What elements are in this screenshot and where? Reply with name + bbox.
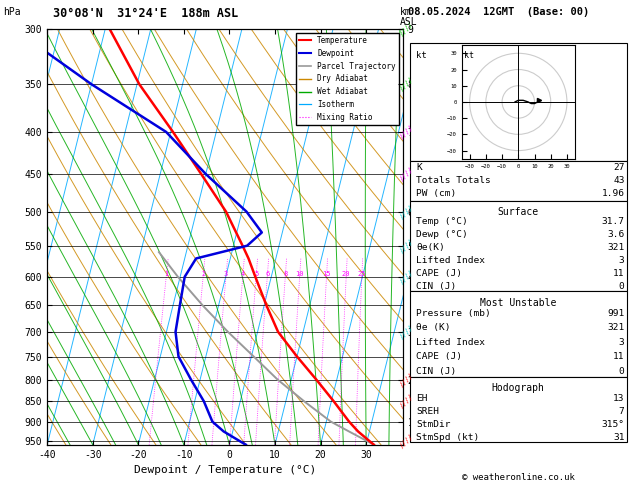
Text: Pressure (mb): Pressure (mb)	[416, 309, 491, 318]
Text: StmSpd (kt): StmSpd (kt)	[416, 433, 480, 442]
Text: kt: kt	[416, 51, 427, 60]
Text: θe(K): θe(K)	[416, 243, 445, 252]
Text: StmDir: StmDir	[416, 420, 451, 429]
Text: EH: EH	[416, 394, 428, 403]
Text: Totals Totals: Totals Totals	[416, 176, 491, 185]
Text: CIN (J): CIN (J)	[416, 367, 457, 376]
Text: ////: ////	[399, 238, 415, 254]
Text: 31: 31	[613, 433, 625, 442]
Text: kt: kt	[464, 51, 474, 60]
Text: ////: ////	[399, 393, 415, 409]
Text: 0: 0	[619, 282, 625, 291]
Text: 20: 20	[342, 271, 350, 277]
Text: CIN (J): CIN (J)	[416, 282, 457, 291]
Text: 0: 0	[619, 367, 625, 376]
Text: 8: 8	[283, 271, 287, 277]
Text: ////: ////	[399, 371, 415, 388]
Text: CAPE (J): CAPE (J)	[416, 352, 462, 362]
Text: 11: 11	[613, 269, 625, 278]
Text: hPa: hPa	[3, 7, 21, 17]
Text: ////: ////	[399, 21, 415, 37]
Text: 3: 3	[224, 271, 228, 277]
Text: K: K	[416, 163, 422, 172]
Text: 991: 991	[608, 309, 625, 318]
Text: 11: 11	[613, 352, 625, 362]
Text: 3: 3	[619, 256, 625, 265]
Text: CAPE (J): CAPE (J)	[416, 269, 462, 278]
Text: 25: 25	[357, 271, 366, 277]
Text: Temp (°C): Temp (°C)	[416, 217, 468, 226]
Text: 27: 27	[613, 163, 625, 172]
Text: 4: 4	[241, 271, 245, 277]
Text: Lifted Index: Lifted Index	[416, 256, 486, 265]
Text: Hodograph: Hodograph	[492, 383, 545, 394]
Text: 15: 15	[322, 271, 331, 277]
Bar	[410, 161, 626, 201]
Text: 321: 321	[608, 323, 625, 332]
Text: 3: 3	[619, 338, 625, 347]
Text: 1.96: 1.96	[601, 190, 625, 198]
Text: 10: 10	[296, 271, 304, 277]
Text: 2: 2	[201, 271, 205, 277]
Text: 7: 7	[619, 407, 625, 416]
Text: Surface: Surface	[498, 207, 539, 217]
Text: ////: ////	[399, 166, 415, 182]
Text: ////: ////	[399, 433, 415, 449]
Text: PW (cm): PW (cm)	[416, 190, 457, 198]
Legend: Temperature, Dewpoint, Parcel Trajectory, Dry Adiabat, Wet Adiabat, Isotherm, Mi: Temperature, Dewpoint, Parcel Trajectory…	[296, 33, 399, 125]
Bar	[410, 43, 626, 161]
X-axis label: Dewpoint / Temperature (°C): Dewpoint / Temperature (°C)	[134, 465, 316, 475]
Text: 5: 5	[254, 271, 259, 277]
Text: ////: ////	[399, 269, 415, 285]
Text: © weatheronline.co.uk: © weatheronline.co.uk	[462, 473, 575, 482]
Text: ASL: ASL	[399, 17, 417, 27]
Text: ////: ////	[399, 324, 415, 340]
Text: Lifted Index: Lifted Index	[416, 338, 486, 347]
Text: ////: ////	[399, 76, 415, 92]
Text: 30°08'N  31°24'E  188m ASL: 30°08'N 31°24'E 188m ASL	[53, 7, 239, 20]
Text: θe (K): θe (K)	[416, 323, 451, 332]
Text: 3.6: 3.6	[608, 230, 625, 239]
Text: 321: 321	[608, 243, 625, 252]
Text: km: km	[399, 7, 411, 17]
Text: ////: ////	[399, 124, 415, 140]
Text: 08.05.2024  12GMT  (Base: 00): 08.05.2024 12GMT (Base: 00)	[408, 7, 589, 17]
Text: 1: 1	[164, 271, 169, 277]
Bar	[410, 201, 626, 291]
Text: 6: 6	[265, 271, 269, 277]
Text: Most Unstable: Most Unstable	[480, 297, 557, 308]
Bar	[410, 377, 626, 442]
Text: Dewp (°C): Dewp (°C)	[416, 230, 468, 239]
Text: 13: 13	[613, 394, 625, 403]
Text: 315°: 315°	[601, 420, 625, 429]
Bar	[410, 291, 626, 377]
Text: 31.7: 31.7	[601, 217, 625, 226]
Text: ////: ////	[399, 204, 415, 220]
Text: SREH: SREH	[416, 407, 440, 416]
Text: 43: 43	[613, 176, 625, 185]
